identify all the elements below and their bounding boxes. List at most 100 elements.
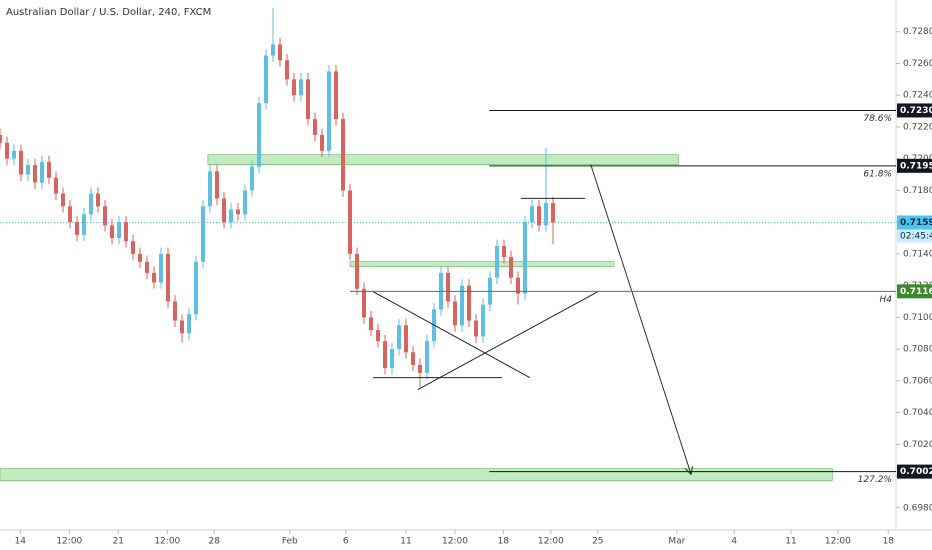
x-tick-label: 4	[731, 537, 737, 547]
arrow	[590, 164, 691, 474]
candle-body	[516, 277, 520, 294]
x-tick-label: 12:00	[56, 537, 82, 547]
x-tick-label: 12:00	[825, 537, 851, 547]
price-tag	[897, 215, 932, 230]
candle-body	[89, 193, 93, 215]
candle-body	[460, 285, 464, 326]
candle-body	[390, 349, 394, 369]
candle-body	[397, 325, 401, 350]
y-tick-label: 0.69800	[903, 503, 932, 513]
candle-body	[271, 44, 275, 56]
candle-body	[299, 79, 303, 96]
price-tag	[897, 158, 932, 173]
candle-body	[54, 177, 58, 194]
candle-body	[285, 60, 289, 80]
candle-body	[502, 245, 506, 258]
candle-body	[404, 325, 408, 353]
candle-body	[96, 193, 100, 207]
candle-body	[103, 206, 107, 226]
candle-body	[355, 253, 359, 289]
zone	[349, 261, 615, 267]
candle-body	[320, 134, 324, 151]
candle-body	[33, 165, 37, 183]
candle-body	[327, 71, 331, 151]
zone	[0, 468, 833, 481]
candle-body	[180, 320, 184, 334]
x-tick-label: 25	[592, 537, 603, 547]
candle-body	[61, 193, 65, 207]
candle-body	[131, 241, 135, 254]
candle-body	[138, 253, 142, 262]
candle-body	[418, 364, 422, 373]
candle-body	[222, 198, 226, 223]
candle-body	[334, 71, 338, 120]
candle-body	[19, 150, 23, 175]
candle-body	[215, 171, 219, 199]
candle-body	[474, 320, 478, 337]
candle-body	[47, 161, 51, 178]
countdown: 02:45:41	[900, 231, 932, 241]
level-name: 127.2%	[858, 475, 892, 485]
candle-body	[537, 206, 541, 226]
price-tag-label: 0.70028	[900, 467, 932, 477]
x-tick-label: 6	[343, 537, 349, 547]
price-tag	[897, 103, 932, 118]
candle-body	[201, 206, 205, 262]
candle-body	[194, 261, 198, 315]
candle-body	[376, 330, 380, 342]
price-tag-label: 0.72304	[900, 106, 932, 116]
candle-body	[551, 203, 555, 223]
candle-body	[152, 272, 156, 283]
candle-body	[369, 317, 373, 331]
candle-body	[75, 222, 79, 235]
trend-line	[417, 291, 599, 391]
candle-body	[110, 225, 114, 239]
candle-body	[12, 150, 16, 159]
price-tag	[897, 284, 932, 299]
candle-body	[145, 261, 149, 273]
candle-body	[236, 209, 240, 215]
level-name: H4	[880, 295, 893, 305]
x-tick-label: 12:00	[154, 537, 180, 547]
candle-body	[0, 134, 2, 143]
candle-body	[187, 314, 191, 334]
candle-body	[467, 285, 471, 321]
x-tick-label: 12:00	[442, 537, 468, 547]
candle-body	[173, 301, 177, 321]
price-tag-label: 0.71598	[900, 218, 932, 228]
price-tag-label: 0.71955	[900, 161, 932, 171]
candle-body	[5, 142, 9, 159]
candle-body	[446, 272, 450, 302]
candle-body	[341, 119, 345, 191]
x-tick-label: 12:00	[538, 537, 564, 547]
candle-body	[425, 341, 429, 373]
x-tick-label: 18	[498, 537, 510, 547]
candle-body	[264, 55, 268, 104]
candle-body	[495, 245, 499, 278]
candle-body	[257, 103, 261, 167]
x-tick-label: Mar	[668, 537, 685, 547]
x-tick-label: 14	[15, 537, 27, 547]
candle-body	[362, 288, 366, 318]
candle-body	[243, 190, 247, 215]
candle-body	[383, 341, 387, 369]
level-name: 61.8%	[863, 169, 892, 179]
level-name: 78.6%	[863, 114, 892, 124]
candle-body	[159, 253, 163, 283]
x-tick-label: 28	[208, 537, 220, 547]
price-tag	[897, 464, 932, 479]
candle-body	[40, 161, 44, 183]
x-tick-label: 11	[400, 537, 411, 547]
candle-body	[523, 222, 527, 294]
countdown-box	[897, 229, 932, 243]
candle-body	[481, 304, 485, 337]
